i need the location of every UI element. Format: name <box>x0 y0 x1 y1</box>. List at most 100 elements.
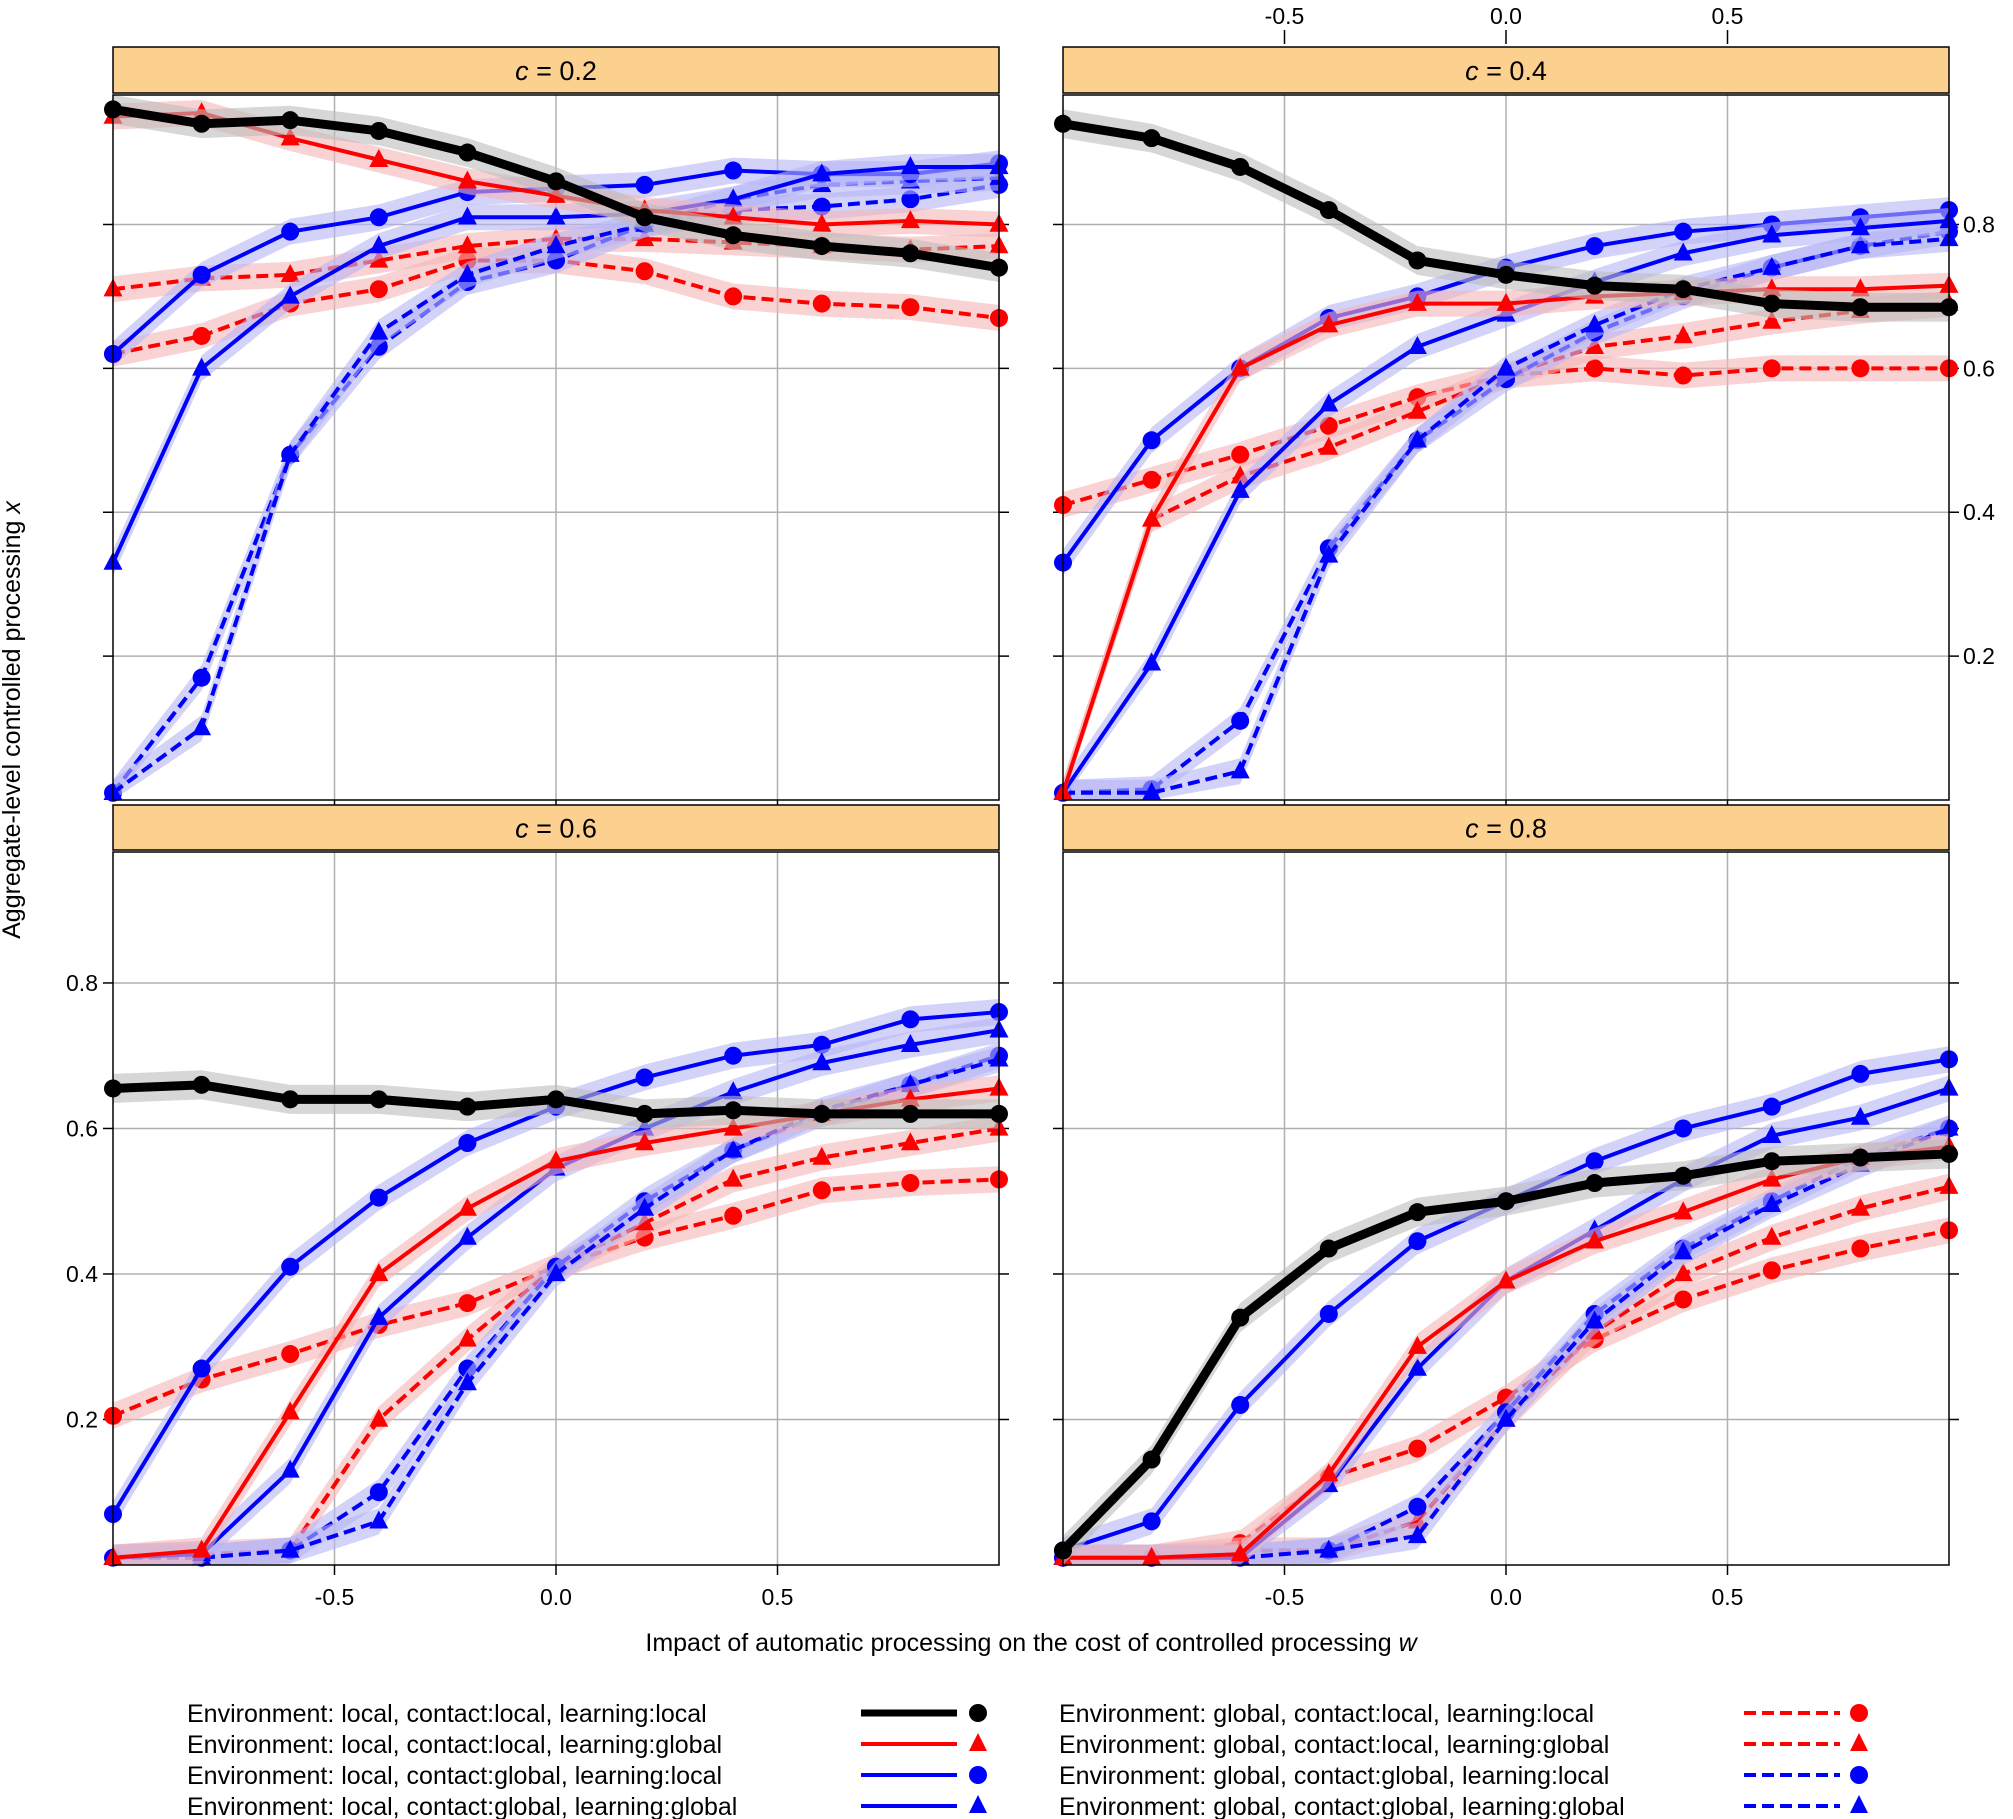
data-point <box>1142 1450 1161 1469</box>
data-point <box>192 265 211 284</box>
strip-value: = 0.6 <box>529 814 597 844</box>
data-point <box>1142 652 1162 671</box>
data-point <box>280 1459 300 1478</box>
legend-entry: Environment: global, contact:global, lea… <box>1059 1762 1868 1790</box>
data-point <box>369 280 388 299</box>
legend-label: Environment: global, contact:global, lea… <box>1059 1762 1609 1790</box>
data-point <box>723 188 743 207</box>
data-point <box>1319 201 1338 220</box>
data-point <box>192 1075 211 1094</box>
data-point <box>457 1226 477 1245</box>
data-point <box>1585 1152 1604 1171</box>
data-point <box>1142 1512 1161 1531</box>
data-point <box>457 206 477 225</box>
data-point <box>1142 1546 1162 1565</box>
data-point <box>1496 292 1516 311</box>
data-point <box>812 237 831 256</box>
data-point <box>901 1174 920 1193</box>
data-point <box>1762 359 1781 378</box>
data-point <box>812 294 831 313</box>
data-point <box>812 197 831 216</box>
data-point <box>1850 235 1870 254</box>
data-point <box>458 143 477 162</box>
data-point <box>369 1263 389 1282</box>
data-point <box>723 1139 743 1158</box>
data-point <box>1585 1174 1604 1193</box>
data-point <box>192 1539 212 1558</box>
data-point <box>1850 1197 1870 1216</box>
data-point <box>1496 1408 1516 1427</box>
data-point <box>1762 1168 1782 1187</box>
data-point <box>369 1306 389 1325</box>
data-point <box>1762 1226 1782 1245</box>
data-point <box>1408 1232 1427 1251</box>
x-tick-label: -0.5 <box>315 1584 355 1610</box>
data-point <box>1674 280 1693 299</box>
strip-prefix: c <box>515 814 529 844</box>
strip-label: c = 0.6 <box>515 814 597 844</box>
data-point <box>1408 1497 1427 1516</box>
data-point <box>812 1052 832 1071</box>
strip-prefix: c <box>1465 56 1479 86</box>
data-point <box>1585 359 1604 378</box>
strip-label: c = 0.2 <box>515 56 597 86</box>
confidence-band <box>1063 225 1949 800</box>
strip-prefix: c <box>515 56 529 86</box>
y-tick-label: 0.4 <box>66 1261 98 1287</box>
data-point <box>281 1345 300 1364</box>
data-point <box>369 1090 388 1109</box>
y-tick-label: 0.6 <box>66 1115 98 1141</box>
panel-2: c = 0.4 -0.5 0.0 0.5 0.2 0.4 0.6 0.8 <box>1053 3 1995 810</box>
panel-border <box>1062 94 1950 801</box>
data-point <box>900 1034 920 1053</box>
confidence-band <box>113 1075 999 1565</box>
data-point <box>1851 1148 1870 1167</box>
legend-label: Environment: global, contact:local, lear… <box>1059 1700 1594 1728</box>
data-point <box>546 1263 566 1282</box>
y-tick-label-right: 0.6 <box>1963 355 1995 381</box>
data-point <box>812 1146 832 1165</box>
panel-strip <box>112 804 1000 851</box>
legend-marker-swatch <box>1850 1704 1868 1722</box>
strip-label: c = 0.8 <box>1465 814 1547 844</box>
legend-entry: Environment: local, contact:global, lear… <box>187 1762 987 1790</box>
y-axis-title: Aggregate-level controlled processing x <box>0 500 26 939</box>
data-point <box>192 717 212 736</box>
strip-value: = 0.8 <box>1479 814 1547 844</box>
data-point <box>457 170 477 189</box>
strip-value: = 0.2 <box>529 56 597 86</box>
data-point <box>458 1134 477 1153</box>
panel-strip <box>1062 46 1950 94</box>
x-tick-label: 0.0 <box>540 1584 572 1610</box>
strip-prefix: c <box>1465 814 1479 844</box>
panel-border <box>112 94 1000 801</box>
data-point <box>901 244 920 263</box>
data-point <box>1319 314 1339 333</box>
data-point <box>280 443 300 462</box>
panel-border <box>112 851 1000 1566</box>
data-point <box>280 285 300 304</box>
data-point <box>1408 1203 1427 1222</box>
data-point <box>812 1104 831 1123</box>
data-point <box>900 210 920 229</box>
x-tick-label: 0.5 <box>1712 1584 1744 1610</box>
data-point <box>724 287 743 306</box>
data-point <box>281 111 300 130</box>
data-point <box>1762 294 1781 313</box>
data-point <box>1319 1463 1339 1482</box>
data-point <box>369 1188 388 1207</box>
data-point <box>281 1090 300 1109</box>
data-point <box>1673 1201 1693 1220</box>
data-point <box>900 1132 920 1151</box>
data-point <box>1231 445 1250 464</box>
legend-entry: Environment: global, contact:local, lear… <box>1059 1700 1868 1728</box>
data-point <box>457 1197 477 1216</box>
data-point <box>369 148 389 167</box>
data-point <box>1585 237 1604 256</box>
data-point <box>1673 1241 1693 1260</box>
data-point <box>1850 1106 1870 1125</box>
x-tick-label-top: 0.5 <box>1712 3 1744 29</box>
panel-4: c = 0.8 -0.5 0.0 0.5 <box>1053 804 1959 1610</box>
data-point <box>1319 1304 1338 1323</box>
legend-marker-swatch <box>1850 1733 1868 1751</box>
